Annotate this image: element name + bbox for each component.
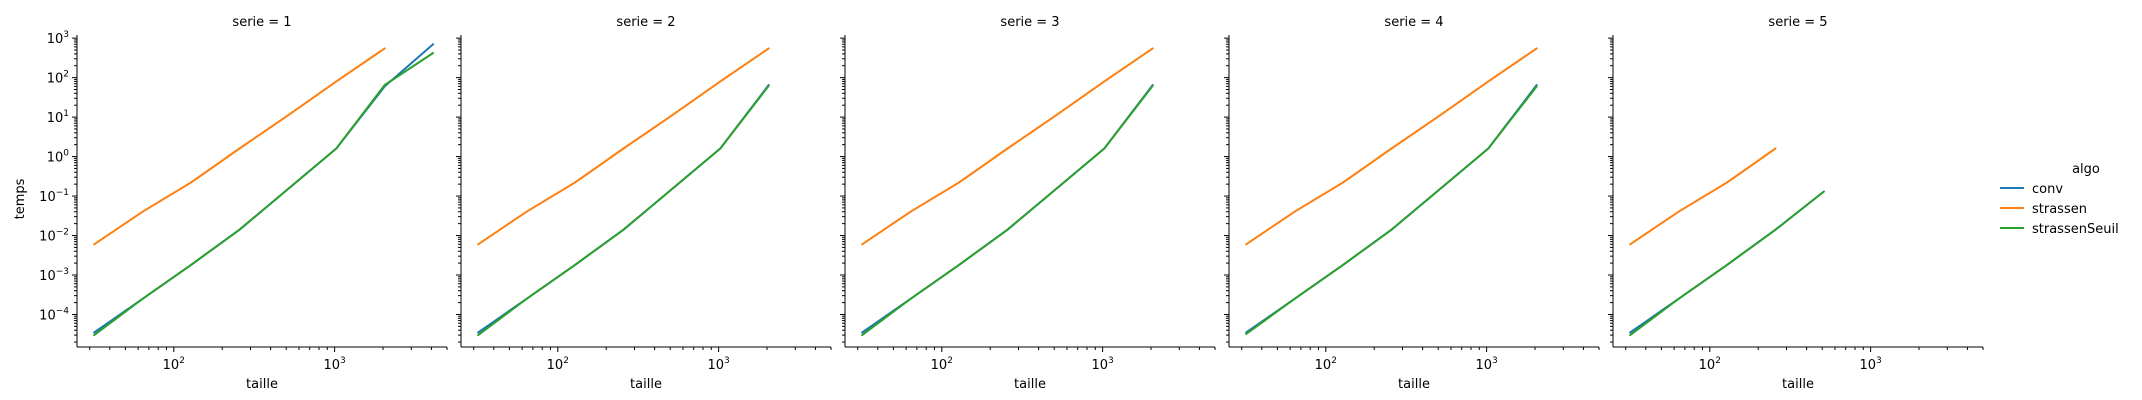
legend-label-strassen: strassen [2032,202,2087,217]
facet-panel: serie = 4 102 103 taille [1224,15,1600,392]
series-line-strassen [477,47,770,246]
x-tick-label: 102 [1315,356,1337,373]
y-tick-label: 100 [47,149,70,166]
y-tick-label: 102 [47,70,69,87]
x-tick-label: 103 [707,356,729,373]
series-line-conv [1245,84,1538,334]
series-line-strassen [1245,47,1538,246]
facet-panel: serie = 5 102 103 taille [1608,15,1984,392]
series-line-strassen [93,47,386,246]
legend-label-strassenSeuil: strassenSeuil [2032,222,2119,237]
y-axis-label: temps [13,178,28,219]
series-line-conv [861,84,1154,334]
x-axis-label: taille [630,377,662,392]
facet-panel: serie = 2 102 103 taille [456,15,832,392]
series-line-conv [1629,190,1825,334]
legend: algo conv strassen strassenSeuil [2000,162,2119,237]
facet-panel: serie = 3 102 103 taille [840,15,1216,392]
x-tick-label: 102 [163,356,185,373]
legend-label-conv: conv [2032,182,2063,197]
series-line-conv [477,84,770,334]
facet-panel: serie = 1 10−4 10−3 10−2 10−1 100 101 102 103 102… [39,15,448,392]
y-tick-label: 10−3 [39,267,69,284]
x-axis-label: taille [1398,377,1430,392]
legend-title: algo [2072,162,2100,177]
series-line-strassenSeuil [1629,190,1825,337]
x-tick-label: 103 [323,356,345,373]
series-line-strassen [1629,147,1777,246]
x-axis-label: taille [1782,377,1814,392]
series-line-strassenSeuil [861,84,1154,337]
x-axis-label: taille [246,377,278,392]
panel-title: serie = 4 [1384,15,1443,30]
x-tick-label: 102 [547,356,569,373]
panel-title: serie = 1 [232,15,291,30]
series-line-strassenSeuil [1245,85,1538,335]
panel-title: serie = 3 [1000,15,1059,30]
x-tick-label: 103 [1859,356,1881,373]
panels: serie = 1 10−4 10−3 10−2 10−1 100 101 102 103 102… [39,15,1984,392]
x-tick-label: 103 [1091,356,1113,373]
y-tick-label: 10−2 [39,228,69,245]
x-tick-label: 102 [1699,356,1721,373]
x-tick-label: 103 [1475,356,1497,373]
series-line-strassenSeuil [477,84,770,337]
series-line-strassenSeuil [93,52,435,337]
panel-title: serie = 2 [616,15,675,30]
x-tick-label: 102 [931,356,953,373]
y-tick-label: 10−4 [39,306,69,323]
y-tick-label: 101 [47,109,69,126]
panel-title: serie = 5 [1768,15,1827,30]
x-axis-label: taille [1014,377,1046,392]
y-tick-label: 10−1 [39,188,69,205]
series-line-strassen [861,47,1154,246]
y-tick-label: 103 [47,30,69,47]
